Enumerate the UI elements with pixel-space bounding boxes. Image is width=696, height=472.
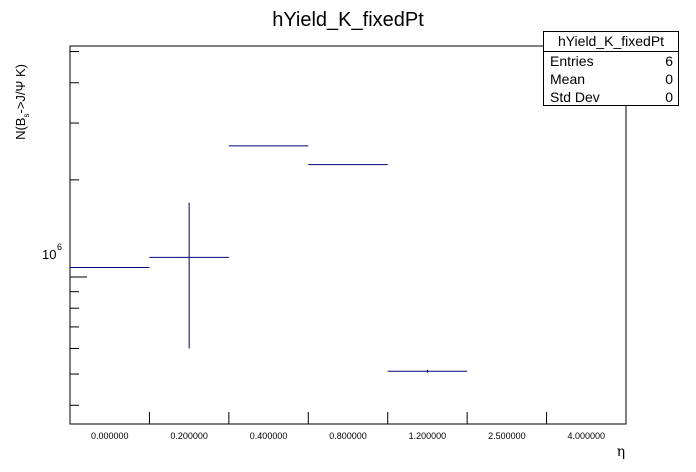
svg-text:N(Bs->J/Ψ K): N(Bs->J/Ψ K)	[13, 64, 31, 140]
histogram-bins	[70, 145, 468, 373]
chart-title: hYield_K_fixedPt	[272, 9, 424, 31]
stats-row-entries: Entries 6	[544, 52, 678, 70]
stats-value: 0	[665, 89, 673, 105]
x-tick-label: 0.400000	[250, 431, 288, 441]
stats-box: hYield_K_fixedPt Entries 6 Mean 0 Std De…	[543, 31, 679, 106]
y-tick-exponent: 6	[57, 242, 62, 252]
x-axis-label: η	[617, 444, 625, 460]
y-label-sub: s	[22, 114, 31, 118]
stats-label: Mean	[550, 71, 586, 87]
x-tick-label: 0.800000	[329, 431, 367, 441]
x-axis-ticks	[148, 412, 548, 424]
x-tick-label: 0.200000	[170, 431, 208, 441]
stats-value: 6	[665, 53, 673, 69]
y-tick-label-1e6: 10 6	[42, 242, 62, 262]
x-tick-label: 0.000000	[91, 431, 129, 441]
plot-frame	[69, 45, 627, 425]
y-label-base: N(B	[13, 118, 28, 140]
x-tick-label: 4.000000	[568, 431, 606, 441]
stats-label: Entries	[550, 53, 594, 69]
y-axis-label: N(Bs->J/Ψ K)	[13, 64, 31, 140]
stats-title: hYield_K_fixedPt	[544, 32, 678, 52]
x-tick-labels: 0.000000 0.200000 0.400000 0.800000 1.200000…	[91, 431, 605, 441]
stats-row-mean: Mean 0	[544, 70, 678, 88]
y-tick-mantissa: 10	[42, 247, 56, 262]
y-axis-ticks	[70, 50, 87, 406]
stats-value: 0	[665, 71, 673, 87]
stats-label: Std Dev	[550, 89, 600, 105]
y-label-rest: ->J/Ψ K)	[13, 64, 28, 114]
x-tick-label: 2.500000	[488, 431, 526, 441]
stats-row-stddev: Std Dev 0	[544, 88, 678, 106]
x-tick-label: 1.200000	[409, 431, 447, 441]
